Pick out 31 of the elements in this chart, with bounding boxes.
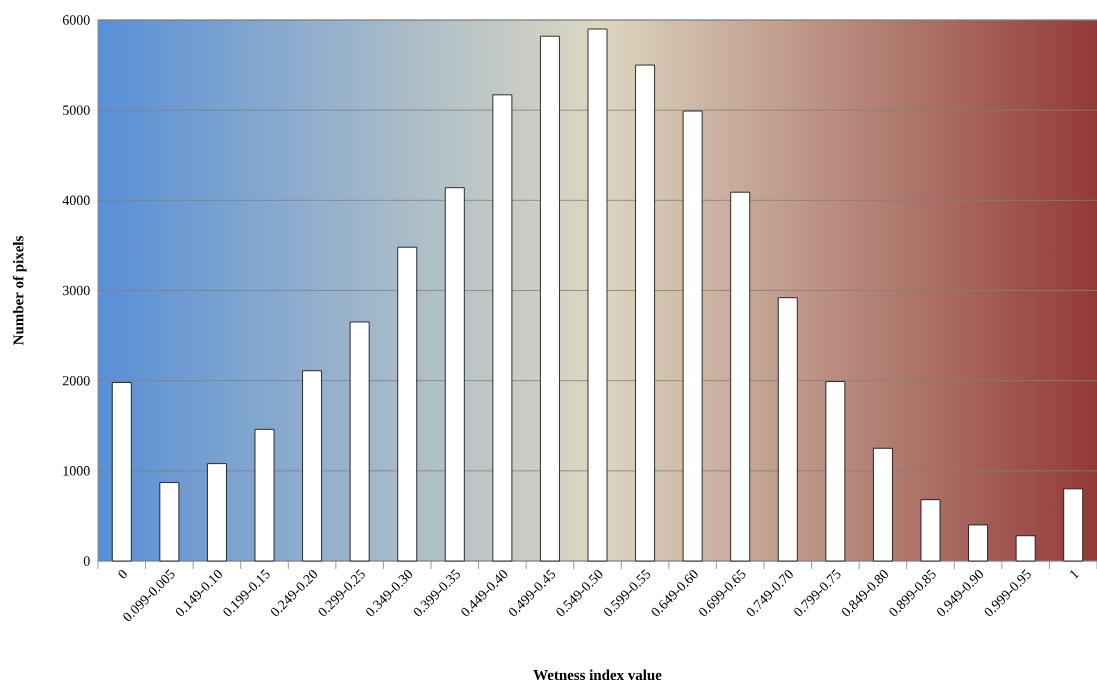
bar [968,524,988,562]
x-tick-label: 1 [1070,570,1080,579]
bar [397,246,418,562]
y-tick-label: 6000 [62,15,90,25]
y-axis-title: Number of pixels [12,236,27,346]
y-tick-label: 2000 [62,375,90,386]
bar [349,321,370,562]
y-tick-label: 5000 [63,105,90,115]
bar [587,28,608,562]
bar [254,428,275,562]
bar [302,370,322,562]
bar [1015,535,1036,562]
bar [635,64,655,562]
bar [540,35,560,562]
y-tick-label: 1000 [63,466,90,476]
bar [730,191,751,562]
bar [777,297,798,562]
y-tick-label: 3000 [63,285,90,296]
bar [682,110,703,562]
y-tick-label: 4000 [62,195,90,206]
bar [159,482,180,562]
bar [873,447,893,562]
bar [1063,488,1084,562]
bar [492,94,513,562]
bar [444,187,465,562]
bar [920,499,941,562]
bar [207,463,227,562]
bar [111,382,132,562]
y-tick-label: 0 [83,556,90,566]
x-axis-title: Wetness index value [533,669,662,681]
bar [825,381,846,562]
